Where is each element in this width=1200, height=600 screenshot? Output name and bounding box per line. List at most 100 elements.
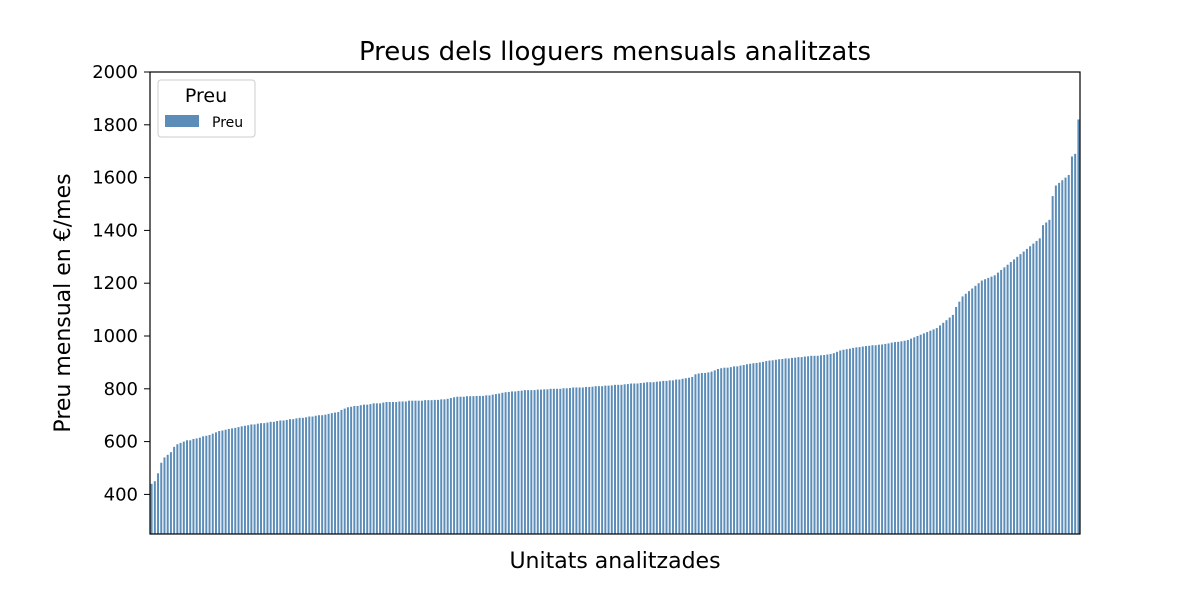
bar <box>942 322 945 534</box>
bar <box>491 394 494 534</box>
bar <box>1029 246 1032 535</box>
bar <box>790 357 793 534</box>
bar <box>720 368 723 534</box>
bar <box>559 388 562 534</box>
bar <box>437 399 440 534</box>
bar <box>710 371 713 534</box>
bar <box>852 347 855 534</box>
bar <box>958 301 961 534</box>
bar <box>659 381 662 534</box>
bar <box>807 356 810 534</box>
bar <box>433 399 436 534</box>
bar <box>1016 256 1019 534</box>
bar <box>462 396 465 534</box>
bar <box>1006 264 1009 534</box>
bar <box>626 384 629 534</box>
bar <box>520 390 523 534</box>
bar <box>440 399 443 534</box>
bar <box>221 430 224 534</box>
bar <box>379 403 382 534</box>
bar <box>742 365 745 534</box>
legend-entry-label: Preu <box>212 115 243 131</box>
bar <box>929 330 932 534</box>
bar <box>321 415 324 534</box>
bar <box>369 404 372 534</box>
bar <box>797 357 800 534</box>
bar <box>688 377 691 534</box>
bar <box>227 428 230 534</box>
bar <box>594 386 597 534</box>
bar <box>819 355 822 534</box>
bar <box>836 351 839 534</box>
bar <box>160 462 163 534</box>
bar <box>697 373 700 534</box>
bar <box>153 481 156 534</box>
bar <box>733 366 736 534</box>
bar <box>382 402 385 534</box>
bar <box>253 424 256 534</box>
bar <box>816 355 819 534</box>
legend: Preu Preu <box>157 79 256 138</box>
bar <box>314 415 317 534</box>
bar <box>900 341 903 534</box>
bar <box>996 272 999 534</box>
bar <box>881 344 884 534</box>
bar <box>935 328 938 534</box>
bar <box>192 438 195 534</box>
bar <box>1074 153 1077 534</box>
bar <box>939 325 942 534</box>
bar <box>787 358 790 534</box>
bar <box>961 296 964 534</box>
bar <box>1022 251 1025 534</box>
bar <box>707 372 710 534</box>
bar <box>359 405 362 534</box>
bar <box>395 402 398 534</box>
bar <box>295 418 298 534</box>
bar <box>980 280 983 534</box>
bar <box>916 336 919 534</box>
y-tick-label: 800 <box>104 379 138 400</box>
bar <box>1045 222 1048 535</box>
bar <box>774 359 777 534</box>
bar <box>279 420 282 534</box>
bar <box>826 354 829 534</box>
bar <box>260 423 263 534</box>
bar <box>443 399 446 534</box>
bar <box>578 387 581 534</box>
bar <box>488 395 491 534</box>
bar <box>868 345 871 534</box>
bar <box>494 394 497 534</box>
bar <box>588 386 591 534</box>
bar <box>993 275 996 534</box>
bar <box>334 412 337 534</box>
bar <box>684 378 687 534</box>
bar <box>533 390 536 534</box>
bar <box>530 390 533 534</box>
bar <box>356 405 359 534</box>
bar <box>317 415 320 534</box>
bar <box>871 345 874 534</box>
bar <box>752 363 755 534</box>
bar <box>765 361 768 534</box>
bar <box>157 473 160 534</box>
bar <box>385 402 388 534</box>
bar <box>346 407 349 534</box>
bar <box>427 400 430 534</box>
bar <box>575 387 578 534</box>
bar <box>832 353 835 534</box>
bar <box>298 417 301 534</box>
bar <box>823 355 826 534</box>
bar <box>343 408 346 534</box>
bar <box>903 340 906 534</box>
bar <box>984 279 987 534</box>
bar <box>649 382 652 534</box>
bar <box>887 343 890 534</box>
bar <box>1064 177 1067 534</box>
bar <box>240 426 243 534</box>
bar <box>543 389 546 534</box>
bar <box>671 380 674 534</box>
bar <box>549 388 552 534</box>
bar <box>224 429 227 534</box>
bar <box>308 416 311 534</box>
bar <box>324 414 327 534</box>
